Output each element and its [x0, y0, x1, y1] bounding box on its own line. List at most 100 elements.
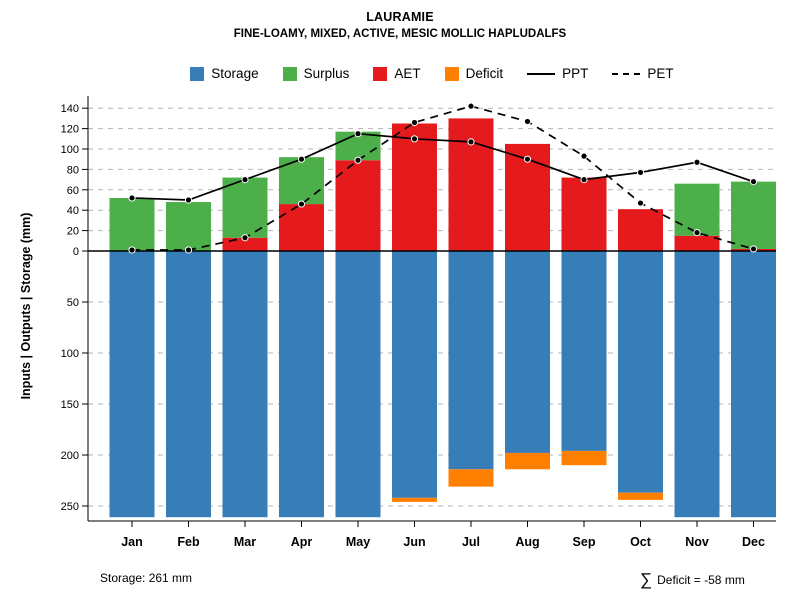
ppt-marker [693, 158, 701, 166]
ppt-marker [354, 130, 362, 138]
month-label: Jun [403, 535, 425, 549]
pet-marker [693, 229, 701, 237]
aet-swatch-icon [373, 66, 388, 81]
month-label: Feb [177, 535, 200, 549]
deficit-text: Deficit = -58 mm [657, 572, 745, 587]
y-tick-label: 40 [67, 205, 79, 217]
deficit-bar-oct [618, 492, 663, 500]
storage-bar-jun [392, 251, 437, 498]
pet-marker [523, 117, 532, 126]
surplus-bar-jan [109, 197, 155, 251]
pet-line-sample-icon [612, 72, 641, 75]
aet-bar-nov [674, 235, 720, 251]
deficit-bar-jul [448, 469, 494, 487]
pet-marker [580, 152, 588, 160]
deficit-bar-jun [392, 497, 437, 502]
ppt-marker [241, 176, 249, 184]
month-label: May [346, 535, 370, 549]
pet-marker [184, 246, 193, 254]
aet-bar-mar [222, 237, 268, 251]
month-label: Nov [685, 535, 709, 549]
pet-line [132, 105, 754, 251]
deficit-swatch-icon [444, 66, 459, 81]
ppt-marker [184, 196, 193, 204]
ppt-marker [467, 138, 475, 146]
bars [109, 118, 776, 518]
legend-label-deficit: Deficit [465, 66, 504, 81]
ppt-line [131, 132, 754, 201]
legend-label-aet: AET [394, 66, 421, 81]
pet-marker [636, 199, 645, 207]
legend-item-deficit: Deficit [444, 66, 504, 81]
legend-item-pet: PET [612, 66, 674, 81]
pet-marker [749, 245, 758, 253]
storage-bar-nov [674, 251, 720, 518]
aet-bar-jun [392, 123, 437, 251]
y-axis-title: Inputs | Outputs | Storage (mm) [19, 213, 33, 400]
storage-bar-dec [731, 251, 776, 518]
storage-bar-aug [505, 251, 550, 453]
ppt-marker [410, 135, 419, 143]
y-tick-label: 150 [61, 399, 79, 411]
deficit-bar-aug [505, 452, 550, 470]
chart-legend: Storage Surplus AET Deficit PPT PET [88, 66, 776, 81]
aet-bar-sep [561, 177, 607, 251]
storage-swatch-icon [190, 66, 205, 81]
ppt-marker [749, 178, 758, 186]
month-label: Jul [462, 535, 480, 549]
month-label: Sep [573, 535, 596, 549]
y-tick-label: 0 [73, 246, 79, 258]
ppt-marker [636, 168, 645, 177]
y-tick-label: 50 [67, 297, 79, 309]
y-tick-label: 200 [61, 450, 79, 462]
storage-bar-may [335, 251, 381, 518]
legend-item-surplus: Surplus [282, 66, 350, 81]
aet-bar-apr [279, 204, 324, 251]
aet-bar-oct [618, 209, 663, 251]
legend-label-surplus: Surplus [303, 66, 350, 81]
y-tick-label: 100 [61, 144, 79, 156]
storage-bar-feb [166, 251, 211, 518]
surplus-bar-feb [166, 202, 211, 251]
storage-bar-jul [448, 251, 494, 470]
month-label: Aug [515, 535, 539, 549]
month-label: Oct [630, 535, 652, 549]
chart-title-block: LAURAMIE FINE-LOAMY, MIXED, ACTIVE, MESI… [0, 10, 800, 40]
pet-marker [241, 234, 249, 242]
legend-item-aet: AET [373, 66, 421, 81]
deficit-annotation: ∑ Deficit = -58 mm [640, 571, 745, 588]
month-label: Mar [234, 535, 256, 549]
legend-label-storage: Storage [211, 66, 259, 81]
month-label: Apr [291, 535, 313, 549]
pet-marker [410, 118, 419, 127]
ppt-line-sample-icon [527, 72, 556, 75]
y-tick-label: 60 [67, 185, 79, 197]
pet-marker [297, 200, 306, 208]
month-label: Dec [742, 535, 765, 549]
surplus-bar-nov [674, 183, 720, 236]
storage-bar-jan [109, 251, 155, 518]
surplus-bar-dec [731, 181, 776, 249]
chart-title: LAURAMIE [366, 10, 434, 24]
storage-annotation: Storage: 261 mm [100, 571, 193, 585]
month-label: Jan [121, 535, 143, 549]
aet-bar-may [335, 160, 381, 251]
storage-bar-apr [279, 251, 324, 518]
deficit-bar-sep [561, 450, 607, 466]
legend-item-ppt: PPT [527, 66, 588, 81]
legend-label-ppt: PPT [562, 66, 589, 81]
storage-bar-mar [222, 251, 268, 518]
ppt-marker [297, 155, 306, 163]
storage-bar-oct [618, 251, 663, 493]
pet-marker [467, 102, 475, 110]
y-tick-label: 80 [67, 164, 79, 176]
axes: 0 20 40 60 80 100 120 140 50 100 150 200 250 Jan Feb Ma… [61, 96, 776, 549]
pet-marker [128, 246, 136, 254]
legend-label-pet: PET [647, 66, 674, 81]
legend-item-storage: Storage [190, 66, 259, 81]
y-tick-label: 140 [61, 103, 79, 115]
y-tick-label: 20 [67, 226, 79, 238]
ppt-marker [580, 176, 588, 184]
